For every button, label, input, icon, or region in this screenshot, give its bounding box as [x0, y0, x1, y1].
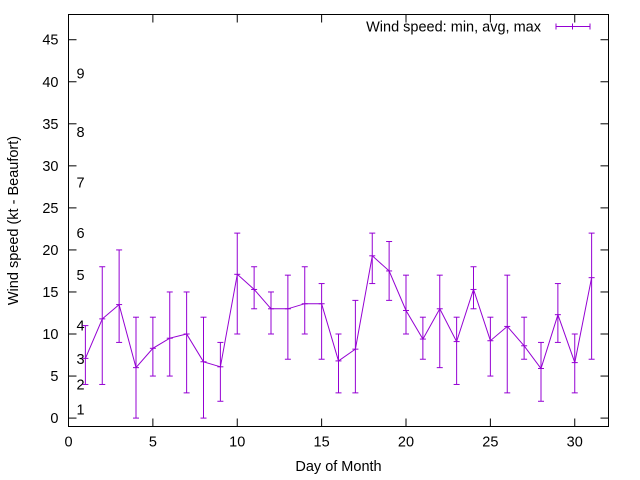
y-tick-label: 15: [42, 285, 58, 301]
y-tick-label: 5: [50, 369, 58, 385]
beaufort-label: 4: [77, 319, 85, 335]
y-tick-label: 20: [42, 243, 58, 259]
beaufort-label: 5: [77, 268, 85, 284]
beaufort-label: 1: [77, 403, 85, 419]
beaufort-label: 7: [77, 176, 85, 192]
y-tick-label: 30: [42, 159, 58, 175]
x-axis-title: Day of Month: [295, 459, 381, 475]
y-tick-label: 0: [50, 411, 58, 427]
y-tick-label: 10: [42, 327, 58, 343]
x-tick-label: 20: [398, 435, 414, 451]
beaufort-label: 3: [77, 352, 85, 368]
legend-label: Wind speed: min, avg, max: [366, 20, 542, 36]
x-tick-label: 25: [482, 435, 498, 451]
plot-frame: [68, 14, 609, 427]
x-tick-label: 5: [149, 435, 157, 451]
y-tick-label: 45: [42, 33, 58, 49]
y-axis-title: Wind speed (kt - Beaufort): [6, 136, 22, 305]
beaufort-label: 8: [77, 125, 85, 141]
beaufort-label: 9: [77, 66, 85, 82]
beaufort-labels: 1 2 3 4 5 6 7 8 9: [77, 66, 85, 418]
y-tick-label: 25: [42, 201, 58, 217]
legend: Wind speed: min, avg, max: [366, 20, 591, 36]
y-tick-label: 35: [42, 117, 58, 133]
beaufort-label: 2: [77, 377, 85, 393]
x-tick-label: 10: [229, 435, 245, 451]
x-tick-label: 0: [64, 435, 72, 451]
series-layer: [82, 232, 595, 419]
x-tick-label: 30: [567, 435, 583, 451]
beaufort-label: 6: [77, 226, 85, 242]
x-tick-label: 15: [314, 435, 330, 451]
y-tick-label: 40: [42, 75, 58, 91]
